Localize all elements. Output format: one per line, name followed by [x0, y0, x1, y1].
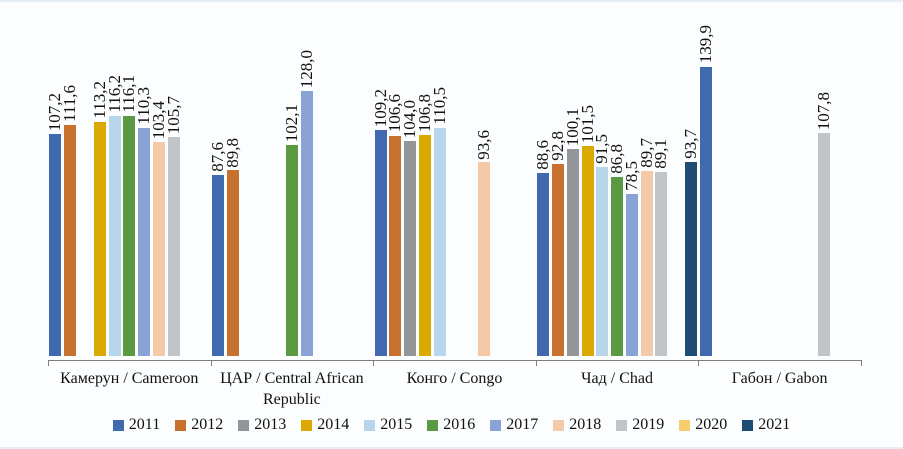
legend-year-label: 2015: [380, 416, 413, 433]
legend-swatch: [301, 419, 313, 431]
bar-value-label: 102,1: [281, 103, 301, 142]
bar-2017: [625, 193, 638, 356]
legend-swatch: [553, 419, 565, 431]
bar-2015: [596, 166, 609, 356]
legend-year-label: 2016: [443, 416, 476, 433]
category-label: Чад / Chad: [581, 370, 654, 387]
legend-swatch: [175, 419, 187, 431]
bar-2012: [64, 125, 77, 356]
bar-2011: [699, 66, 712, 356]
legend-year-label: 2020: [695, 416, 728, 433]
axis-tick: [373, 360, 375, 366]
legend-item-2016: 2016: [427, 416, 475, 434]
bar-2019: [818, 133, 831, 356]
bar-2016: [285, 144, 298, 356]
bar-2015: [433, 127, 446, 356]
axis-tick: [698, 360, 700, 366]
bar-2019: [655, 171, 668, 356]
legend-item-2014: 2014: [301, 416, 349, 434]
bar-2018: [640, 170, 653, 356]
legend-item-2019: 2019: [616, 416, 664, 434]
legend-swatch: [112, 419, 124, 431]
bar-value-label: 105,7: [163, 96, 183, 135]
legend-swatch: [742, 419, 754, 431]
bar-2018: [478, 162, 491, 356]
legend-item-2018: 2018: [553, 416, 601, 434]
legend-item-2015: 2015: [364, 416, 412, 434]
bar-value-label: 89,8: [222, 137, 242, 168]
bar-2011: [211, 174, 224, 356]
legend-swatch: [238, 419, 250, 431]
legend-swatch: [679, 419, 691, 431]
legend-item-2020: 2020: [679, 416, 727, 434]
legend-swatch: [427, 419, 439, 431]
bar-value-label: 128,0: [296, 50, 316, 89]
legend-year-label: 2021: [758, 416, 791, 433]
legend-year-label: 2017: [506, 416, 539, 433]
bar-2018: [152, 142, 165, 356]
bar-2011: [537, 172, 550, 356]
legend-item-2017: 2017: [490, 416, 538, 434]
axis-tick: [48, 360, 49, 366]
legend-swatch: [490, 419, 502, 431]
bar-2017: [300, 91, 313, 356]
legend-year-label: 2011: [128, 416, 161, 433]
bar-2012: [551, 164, 564, 356]
bar-value-label: 93,7: [681, 129, 700, 160]
bar-value-label: 93,6: [474, 129, 494, 160]
bar-2014: [418, 135, 431, 356]
category-label: Камерун / Cameroon: [60, 370, 199, 387]
bar-2016: [123, 115, 136, 356]
x-axis-line: [48, 360, 861, 361]
category-label: Конго / Congo: [406, 370, 503, 387]
legend-item-2013: 2013: [238, 416, 286, 434]
bar-2013: [566, 149, 579, 356]
bar-2012: [226, 170, 239, 356]
bar-2016: [611, 176, 624, 356]
bar-2013: [404, 140, 417, 356]
legend-year-label: 2013: [254, 416, 287, 433]
bar-2015: [108, 115, 121, 356]
bar-2017: [138, 127, 151, 356]
legend-swatch: [616, 419, 628, 431]
axis-tick: [535, 360, 537, 366]
legend-item-2011: 2011: [112, 416, 161, 434]
bar-2014: [93, 121, 106, 356]
legend-year-label: 2019: [632, 416, 665, 433]
bar-2011: [374, 130, 387, 356]
legend-swatch: [364, 419, 376, 431]
category-label: Габон / Gabon: [731, 370, 828, 387]
legend-item-2012: 2012: [175, 416, 223, 434]
bar-value-label: 89,1: [651, 139, 671, 169]
bar-value-label: 107,8: [814, 91, 834, 131]
legend-year-label: 2012: [191, 416, 224, 433]
bar-2014: [581, 146, 594, 356]
bar-value-label: 111,6: [60, 85, 80, 123]
bar-2021: [685, 162, 697, 356]
bar-2019: [167, 137, 180, 356]
legend-year-label: 2014: [317, 416, 350, 433]
axis-tick: [861, 360, 862, 366]
bar-2012: [389, 135, 402, 356]
bar-2011: [49, 134, 62, 356]
legend-year-label: 2018: [569, 416, 602, 433]
bar-value-label: 139,9: [695, 25, 715, 64]
legend-item-2021: 2021: [742, 416, 790, 434]
category-label: ЦАР / Central African Republic: [220, 370, 364, 408]
legend: 2011 2012 2013 2014 2015 2016 2017 2018 2019 2020…: [0, 416, 903, 434]
axis-tick: [210, 360, 212, 366]
bar-value-label: 110,5: [429, 86, 449, 125]
